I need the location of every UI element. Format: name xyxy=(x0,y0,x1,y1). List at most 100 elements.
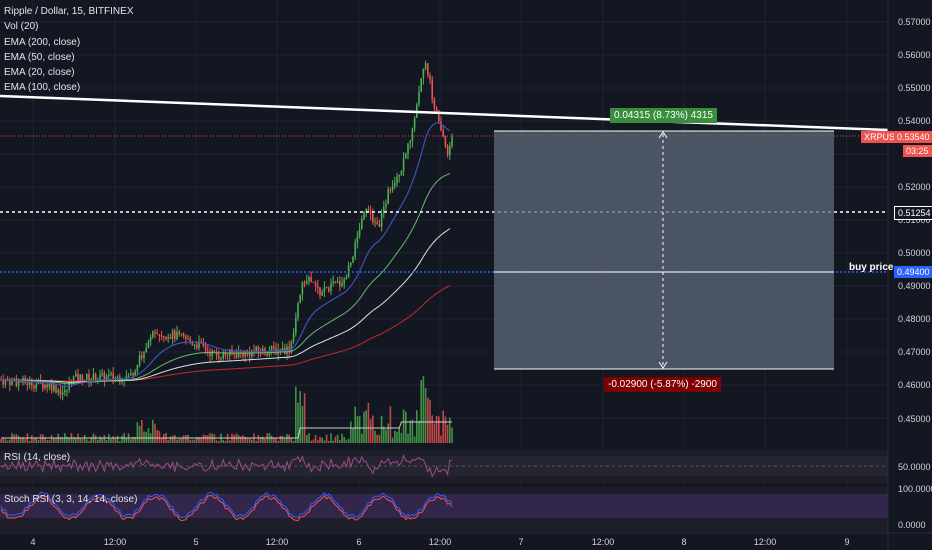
volume-bar xyxy=(116,435,119,443)
candle-body xyxy=(55,384,57,393)
volume-bar xyxy=(61,437,64,443)
volume-bar xyxy=(314,435,317,443)
volume-bar xyxy=(213,434,216,443)
candle-body xyxy=(367,209,370,211)
volume-bar xyxy=(334,436,337,443)
stoch-rsi-label[interactable]: Stoch RSI (3, 3, 14, 14, close) xyxy=(4,494,138,505)
candle-body xyxy=(444,136,447,147)
candle-body xyxy=(418,92,420,105)
candle-body xyxy=(130,373,132,376)
candle-body xyxy=(57,390,59,393)
candle-body xyxy=(110,373,112,375)
volume-bar xyxy=(83,435,86,443)
candle-body xyxy=(171,330,174,339)
volume-bar xyxy=(13,434,15,443)
price-tick: 0.51000 xyxy=(898,215,931,225)
loss-label[interactable]: -0.02900 (-5.87%) -2900 xyxy=(604,377,721,392)
candle-body xyxy=(108,374,110,377)
volume-bar xyxy=(28,440,31,443)
candle-body xyxy=(312,282,315,284)
candle-body xyxy=(163,335,165,338)
chart-legend: Ripple / Dollar, 15, BITFINEX Vol (20) E… xyxy=(4,4,134,96)
candle-body xyxy=(257,346,260,352)
candle-body xyxy=(290,341,293,353)
candle-body xyxy=(158,334,161,336)
volume-bar xyxy=(442,410,444,443)
candle-body xyxy=(99,374,101,380)
volume-bar xyxy=(385,429,387,443)
volume-bar xyxy=(409,420,411,443)
volume-bar xyxy=(171,435,174,443)
ema-50-line xyxy=(0,172,451,385)
volume-bar xyxy=(297,402,299,443)
volume-bar xyxy=(174,434,176,443)
volume-bar xyxy=(345,439,348,443)
volume-bar xyxy=(66,436,68,443)
candle-body xyxy=(431,79,433,100)
long-position-box[interactable] xyxy=(494,131,834,369)
volume-bar xyxy=(20,437,22,443)
volume-bar xyxy=(202,434,205,443)
volume-bar xyxy=(53,438,55,443)
candle-body xyxy=(270,346,273,351)
indicator-ema20[interactable]: EMA (20, close) xyxy=(4,67,75,79)
volume-bar xyxy=(383,426,385,443)
volume-bar xyxy=(22,437,24,443)
candle-body xyxy=(266,353,268,356)
candle-body xyxy=(424,63,427,69)
indicator-ema50[interactable]: EMA (50, close) xyxy=(4,51,75,63)
candle-body xyxy=(59,390,62,395)
candle-body xyxy=(358,229,361,237)
candle-body xyxy=(70,381,73,385)
volume-bar xyxy=(343,436,345,443)
volume-bar xyxy=(48,440,51,443)
volume-bar xyxy=(413,436,416,443)
candle-body xyxy=(264,348,266,354)
candle-body xyxy=(17,380,20,386)
candle-body xyxy=(268,350,271,356)
candle-body xyxy=(169,337,172,339)
volume-bar xyxy=(97,439,99,443)
candle-body xyxy=(72,376,75,385)
candle-body xyxy=(385,204,387,207)
volume-bar xyxy=(119,440,121,443)
candle-body xyxy=(152,331,154,338)
candle-body xyxy=(4,379,7,385)
stoch-band xyxy=(0,494,888,518)
volume-bar xyxy=(42,434,44,443)
candle-body xyxy=(134,371,136,376)
level-badge: 0.51254 xyxy=(894,206,932,220)
buy-price-badge: 0.49400 xyxy=(894,266,932,278)
candle-body xyxy=(422,68,425,79)
volume-bar xyxy=(158,431,161,443)
candle-body xyxy=(9,380,11,385)
candle-body xyxy=(136,365,139,372)
rsi-label[interactable]: RSI (14, close) xyxy=(4,452,71,463)
candle-body xyxy=(407,143,409,154)
indicator-ema200[interactable]: EMA (200, close) xyxy=(4,36,81,48)
candle-body xyxy=(86,374,88,380)
price-tick: 0.45000 xyxy=(898,414,931,424)
candle-body xyxy=(116,376,119,378)
price-tick: 0.46000 xyxy=(898,380,931,390)
indicator-ema100[interactable]: EMA (100, close) xyxy=(4,82,81,94)
trendline[interactable] xyxy=(0,94,889,132)
volume-bar xyxy=(9,439,11,443)
volume-bar xyxy=(240,436,242,443)
volume-bar xyxy=(328,440,330,443)
profit-label[interactable]: 0.04315 (8.73%) 4315 xyxy=(610,108,717,123)
volume-bar xyxy=(312,439,315,443)
volume-bar xyxy=(207,435,209,443)
time-tick: 5 xyxy=(193,537,199,547)
volume-bar xyxy=(237,434,240,443)
candle-body xyxy=(354,242,356,257)
time-tick: 9 xyxy=(844,537,850,547)
volume-bar xyxy=(295,386,297,443)
candle-body xyxy=(174,330,176,340)
candle-body xyxy=(209,351,211,357)
stoch-k-line xyxy=(0,491,453,519)
indicator-vol[interactable]: Vol (20) xyxy=(4,21,39,33)
candle-body xyxy=(262,348,264,354)
volume-bar xyxy=(198,436,200,443)
